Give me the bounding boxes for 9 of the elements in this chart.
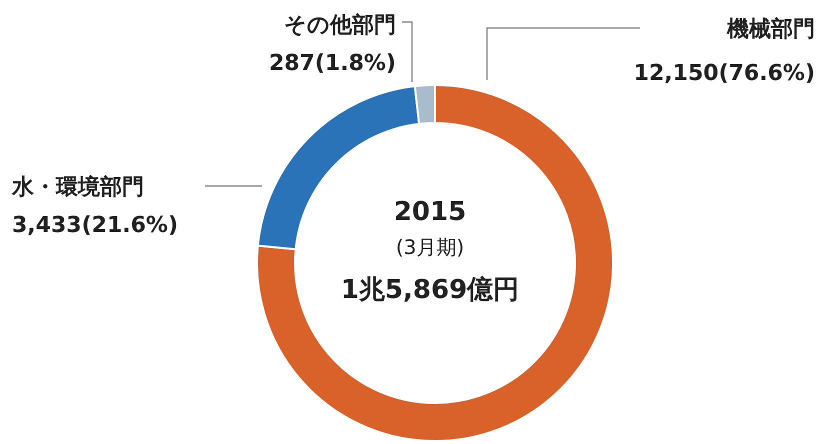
slice-label: 機械部門 bbox=[726, 16, 815, 42]
text: (3月期) bbox=[396, 235, 464, 259]
slice-label: その他部門 bbox=[284, 12, 396, 38]
data-label: 287(1.8%) bbox=[268, 51, 396, 76]
text: 2015 bbox=[394, 197, 466, 227]
data-label: 12,150(76.6%) bbox=[634, 61, 815, 86]
slice-label: 水・環境部門 bbox=[11, 174, 144, 200]
data-label: 3,433(21.6%) bbox=[12, 213, 178, 238]
text: 1兆5,869億円 bbox=[340, 275, 520, 305]
